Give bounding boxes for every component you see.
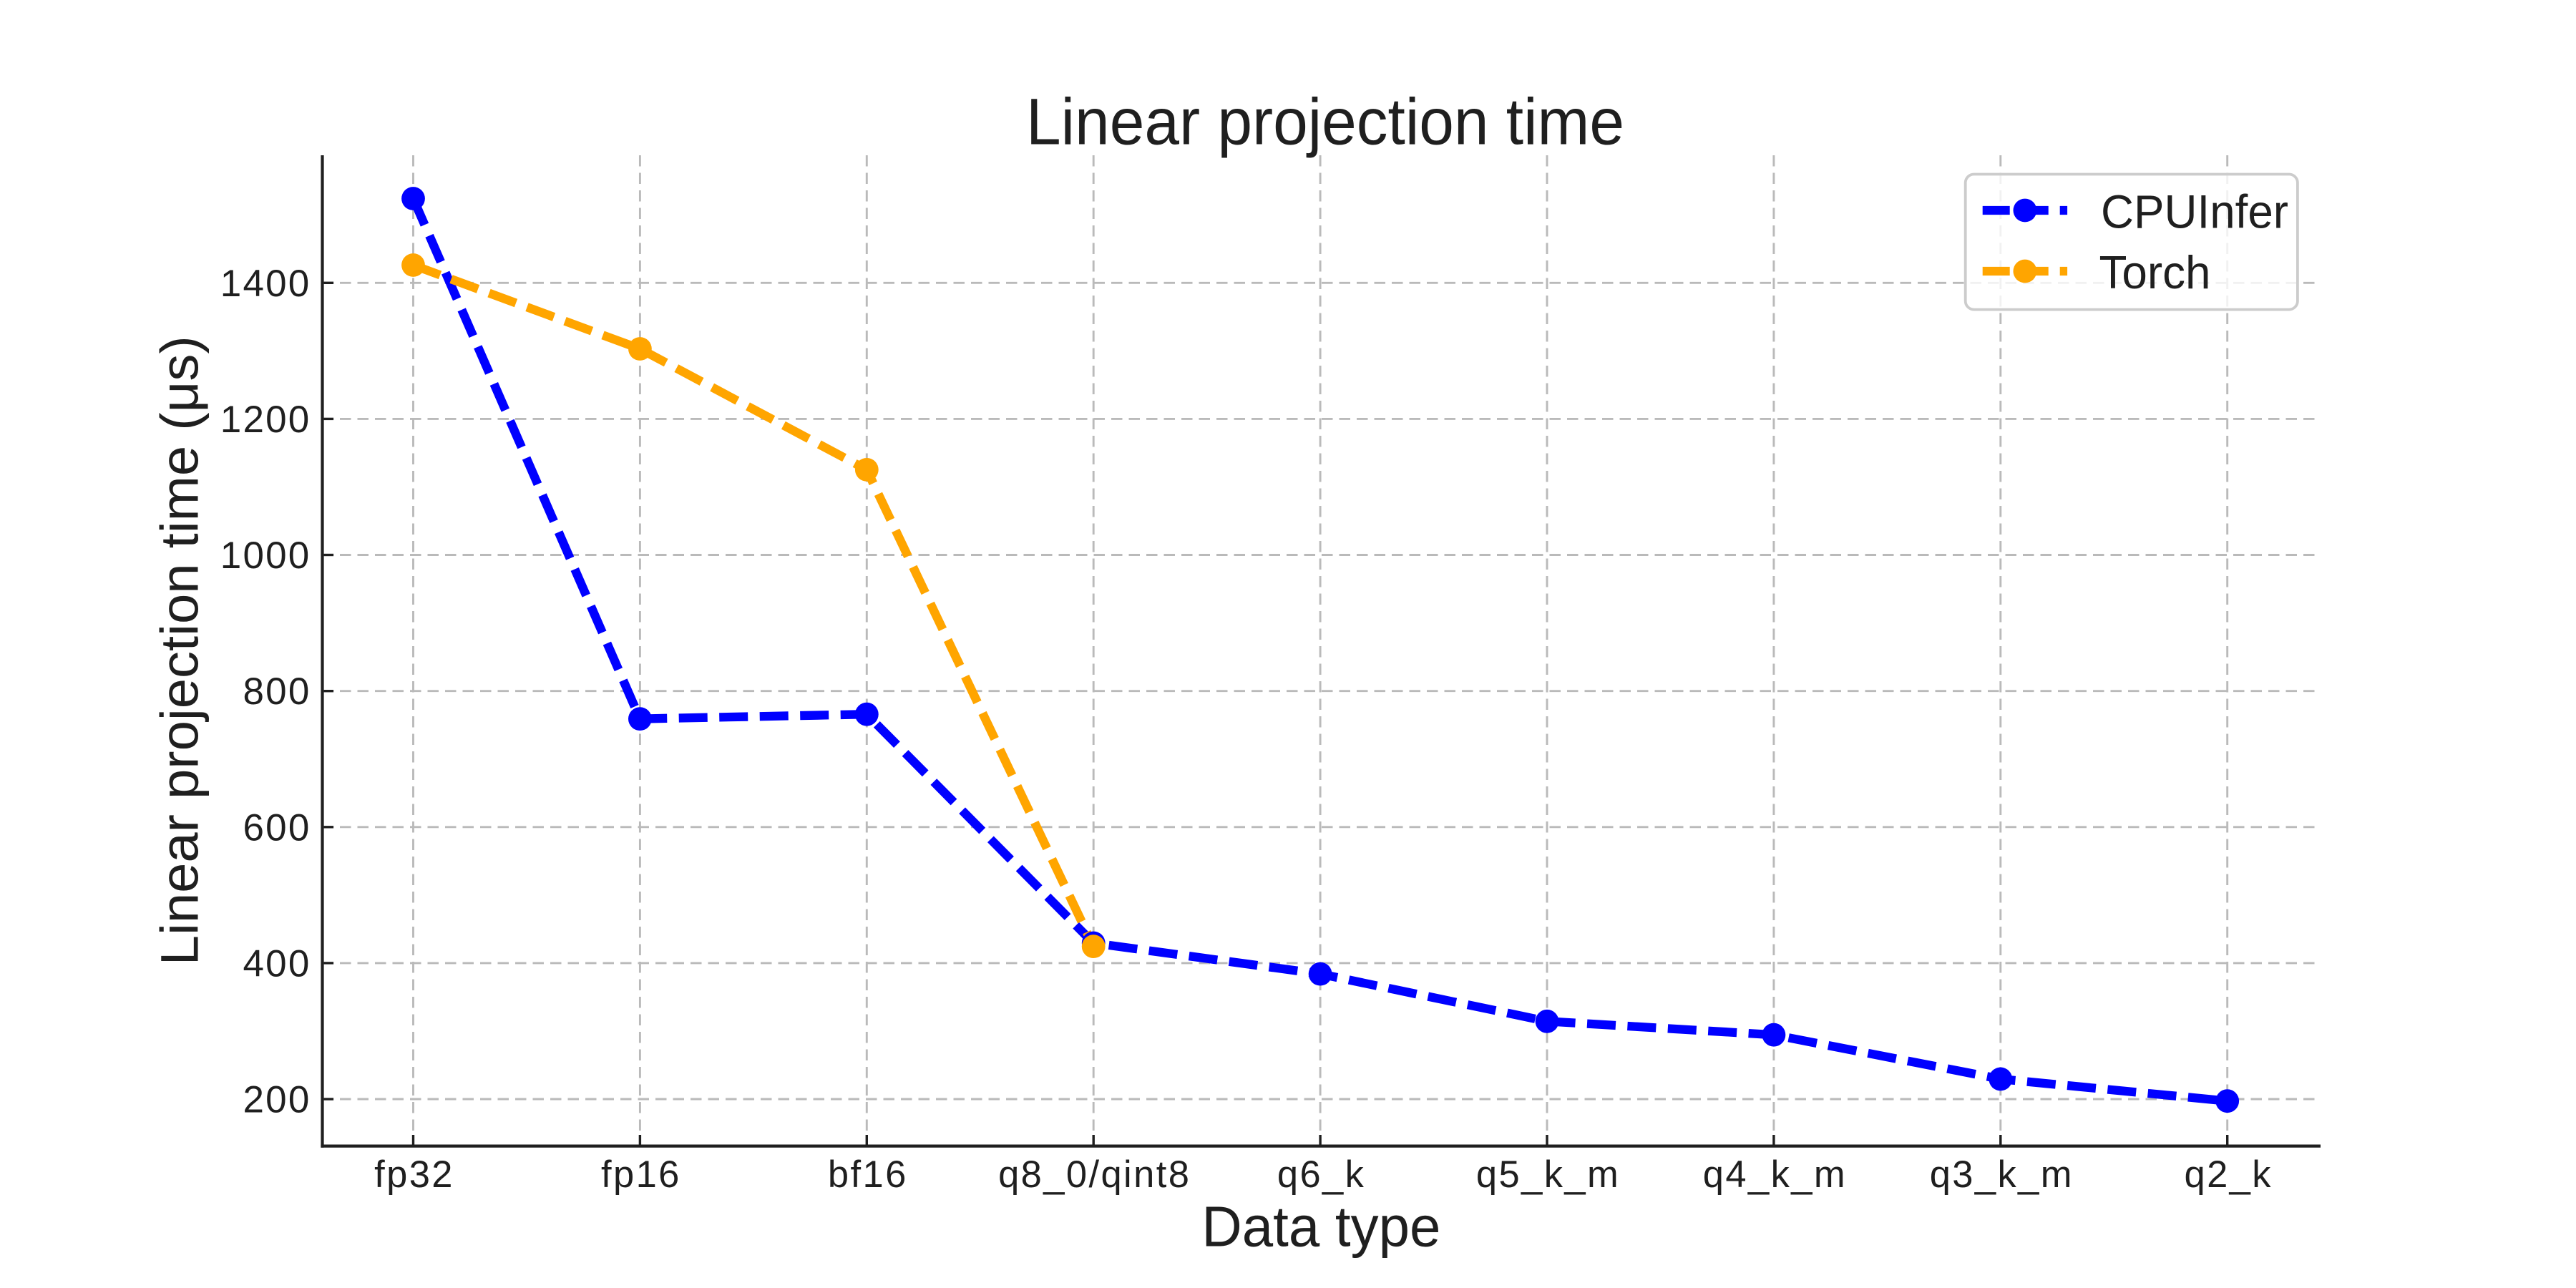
svg-text:200: 200 <box>243 1079 311 1121</box>
svg-text:1200: 1200 <box>220 399 311 441</box>
svg-text:q3_k_m: q3_k_m <box>1930 1153 2074 1196</box>
svg-text:Linear projection time (μs): Linear projection time (μs) <box>150 336 210 965</box>
svg-text:1000: 1000 <box>220 535 311 577</box>
svg-text:fp32: fp32 <box>374 1153 454 1196</box>
svg-text:bf16: bf16 <box>828 1153 908 1196</box>
svg-text:Linear projection time: Linear projection time <box>1026 85 1624 158</box>
svg-text:q8_0/qint8: q8_0/qint8 <box>998 1153 1191 1196</box>
svg-text:800: 800 <box>243 670 311 713</box>
svg-text:CPUInfer: CPUInfer <box>2101 185 2288 238</box>
svg-text:400: 400 <box>243 942 311 985</box>
svg-text:fp16: fp16 <box>601 1153 681 1196</box>
svg-text:Data type: Data type <box>1201 1195 1440 1259</box>
svg-text:Torch: Torch <box>2099 246 2211 298</box>
svg-text:q5_k_m: q5_k_m <box>1476 1153 1620 1196</box>
svg-text:q2_k: q2_k <box>2184 1153 2272 1196</box>
svg-text:q6_k: q6_k <box>1277 1153 1365 1196</box>
svg-text:q4_k_m: q4_k_m <box>1703 1153 1847 1196</box>
svg-text:1400: 1400 <box>220 263 311 305</box>
svg-text:600: 600 <box>243 806 311 849</box>
